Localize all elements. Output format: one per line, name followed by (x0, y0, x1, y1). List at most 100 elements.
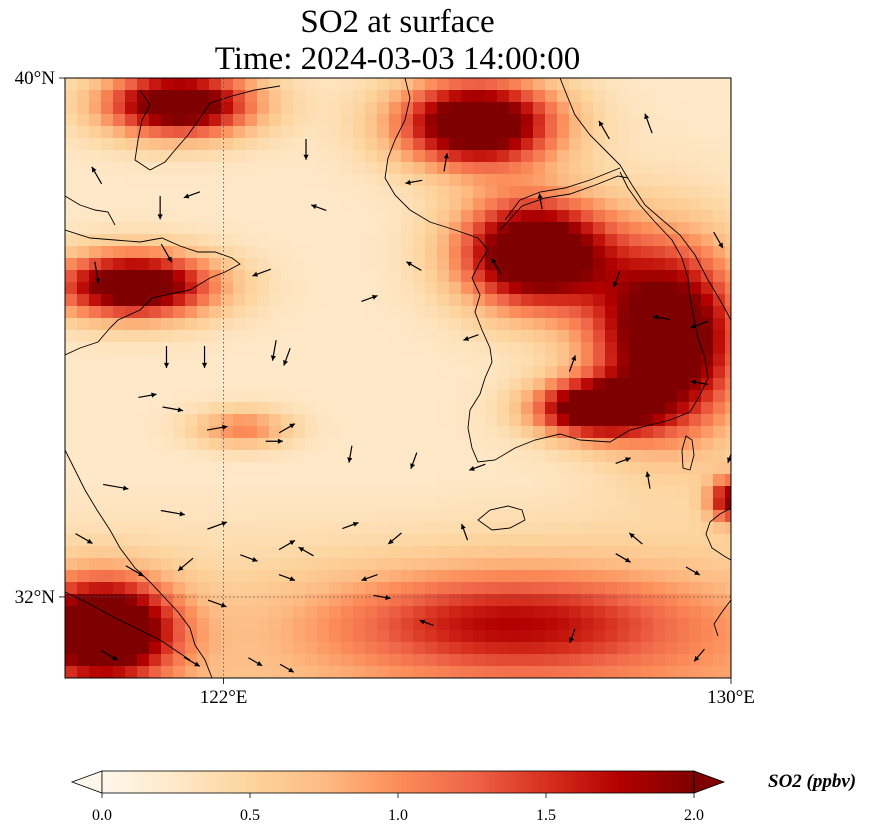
so2-grid-cell (413, 270, 426, 283)
so2-grid-cell (449, 282, 462, 295)
so2-grid-cell (545, 126, 558, 139)
so2-grid-cell (173, 414, 186, 427)
so2-grid-cell (77, 654, 90, 667)
so2-grid-cell (629, 234, 642, 247)
so2-grid-cell (485, 450, 498, 463)
so2-grid-cell (65, 654, 78, 667)
so2-grid-cell (317, 270, 330, 283)
so2-grid-cell (473, 318, 486, 331)
so2-grid-cell (689, 462, 702, 475)
so2-grid-cell (377, 462, 390, 475)
so2-grid-cell (233, 654, 246, 667)
so2-grid-cell (365, 354, 378, 367)
so2-grid-cell (293, 210, 306, 223)
so2-grid-cell (665, 378, 678, 391)
so2-grid-cell (197, 426, 210, 439)
so2-grid-cell (389, 594, 402, 607)
so2-grid-cell (545, 498, 558, 511)
so2-grid-cell (569, 126, 582, 139)
so2-grid-cell (221, 618, 234, 631)
wind-arrow (298, 546, 314, 557)
so2-grid-cell (365, 474, 378, 487)
so2-grid-cell (341, 642, 354, 655)
so2-grid-cell (521, 438, 534, 451)
so2-grid-cell (65, 126, 78, 139)
so2-grid-cell (653, 90, 666, 103)
so2-grid-cell (245, 438, 258, 451)
so2-grid-cell (161, 450, 174, 463)
wind-arrow (598, 120, 610, 140)
so2-grid-cell (245, 222, 258, 235)
so2-grid-cell (461, 114, 474, 127)
so2-grid-cell (569, 162, 582, 175)
so2-grid-cell (497, 366, 510, 379)
so2-grid-cell (593, 630, 606, 643)
so2-grid-cell (689, 402, 702, 415)
so2-grid-cell (281, 618, 294, 631)
so2-grid-cell (629, 282, 642, 295)
so2-grid-cell (413, 642, 426, 655)
so2-grid-cell (425, 282, 438, 295)
so2-grid-cell (401, 270, 414, 283)
so2-grid-cell (317, 402, 330, 415)
so2-grid-cell (329, 306, 342, 319)
so2-grid-cell (101, 270, 114, 283)
so2-grid-cell (293, 486, 306, 499)
so2-grid-cell (545, 282, 558, 295)
so2-grid-cell (521, 150, 534, 163)
so2-grid-cell (89, 126, 102, 139)
so2-grid-cell (641, 462, 654, 475)
so2-grid-cell (293, 234, 306, 247)
wind-arrow (207, 521, 228, 530)
so2-grid-cell (293, 198, 306, 211)
so2-grid-cell (125, 438, 138, 451)
so2-grid-cell (701, 174, 714, 187)
so2-grid-cell (221, 306, 234, 319)
so2-grid-cell (497, 474, 510, 487)
colorbar-title: SO2 (ppbv) (768, 771, 856, 792)
so2-grid-cell (413, 462, 426, 475)
so2-grid-cell (101, 654, 114, 667)
so2-grid-cell (569, 450, 582, 463)
so2-grid-cell (629, 450, 642, 463)
so2-grid-cell (209, 486, 222, 499)
so2-grid-cell (641, 606, 654, 619)
so2-grid-cell (173, 510, 186, 523)
so2-grid-cell (569, 90, 582, 103)
so2-grid-cell (305, 582, 318, 595)
so2-grid-cell (329, 354, 342, 367)
so2-grid-cell (533, 294, 546, 307)
colorbar-tick-label: 1.0 (388, 807, 408, 824)
so2-grid-cell (185, 570, 198, 583)
so2-grid-cell (293, 510, 306, 523)
so2-grid-cell (293, 414, 306, 427)
so2-grid-cell (641, 270, 654, 283)
so2-grid-cell (701, 546, 714, 559)
so2-grid-cell (725, 174, 731, 187)
wind-arrow (248, 657, 263, 667)
so2-grid-cell (509, 306, 522, 319)
so2-grid-cell (485, 414, 498, 427)
so2-grid-cell (461, 282, 474, 295)
so2-grid-cell (317, 282, 330, 295)
wind-arrow (240, 554, 258, 562)
so2-grid-cell (653, 246, 666, 259)
so2-grid-cell (245, 402, 258, 415)
so2-grid-cell (377, 654, 390, 667)
so2-grid-cell (317, 534, 330, 547)
so2-grid-cell (209, 414, 222, 427)
so2-grid-cell (233, 174, 246, 187)
so2-grid-cell (569, 342, 582, 355)
so2-grid-cell (377, 366, 390, 379)
so2-grid-cell (485, 162, 498, 175)
so2-grid-cell (629, 594, 642, 607)
so2-grid-cell (413, 654, 426, 667)
so2-grid-cell (377, 78, 390, 91)
so2-grid-cell (281, 486, 294, 499)
so2-grid-cell (77, 390, 90, 403)
so2-grid-cell (233, 306, 246, 319)
so2-grid-cell (113, 318, 126, 331)
so2-grid-cell (437, 90, 450, 103)
so2-grid-cell (629, 474, 642, 487)
so2-grid-cell (425, 198, 438, 211)
